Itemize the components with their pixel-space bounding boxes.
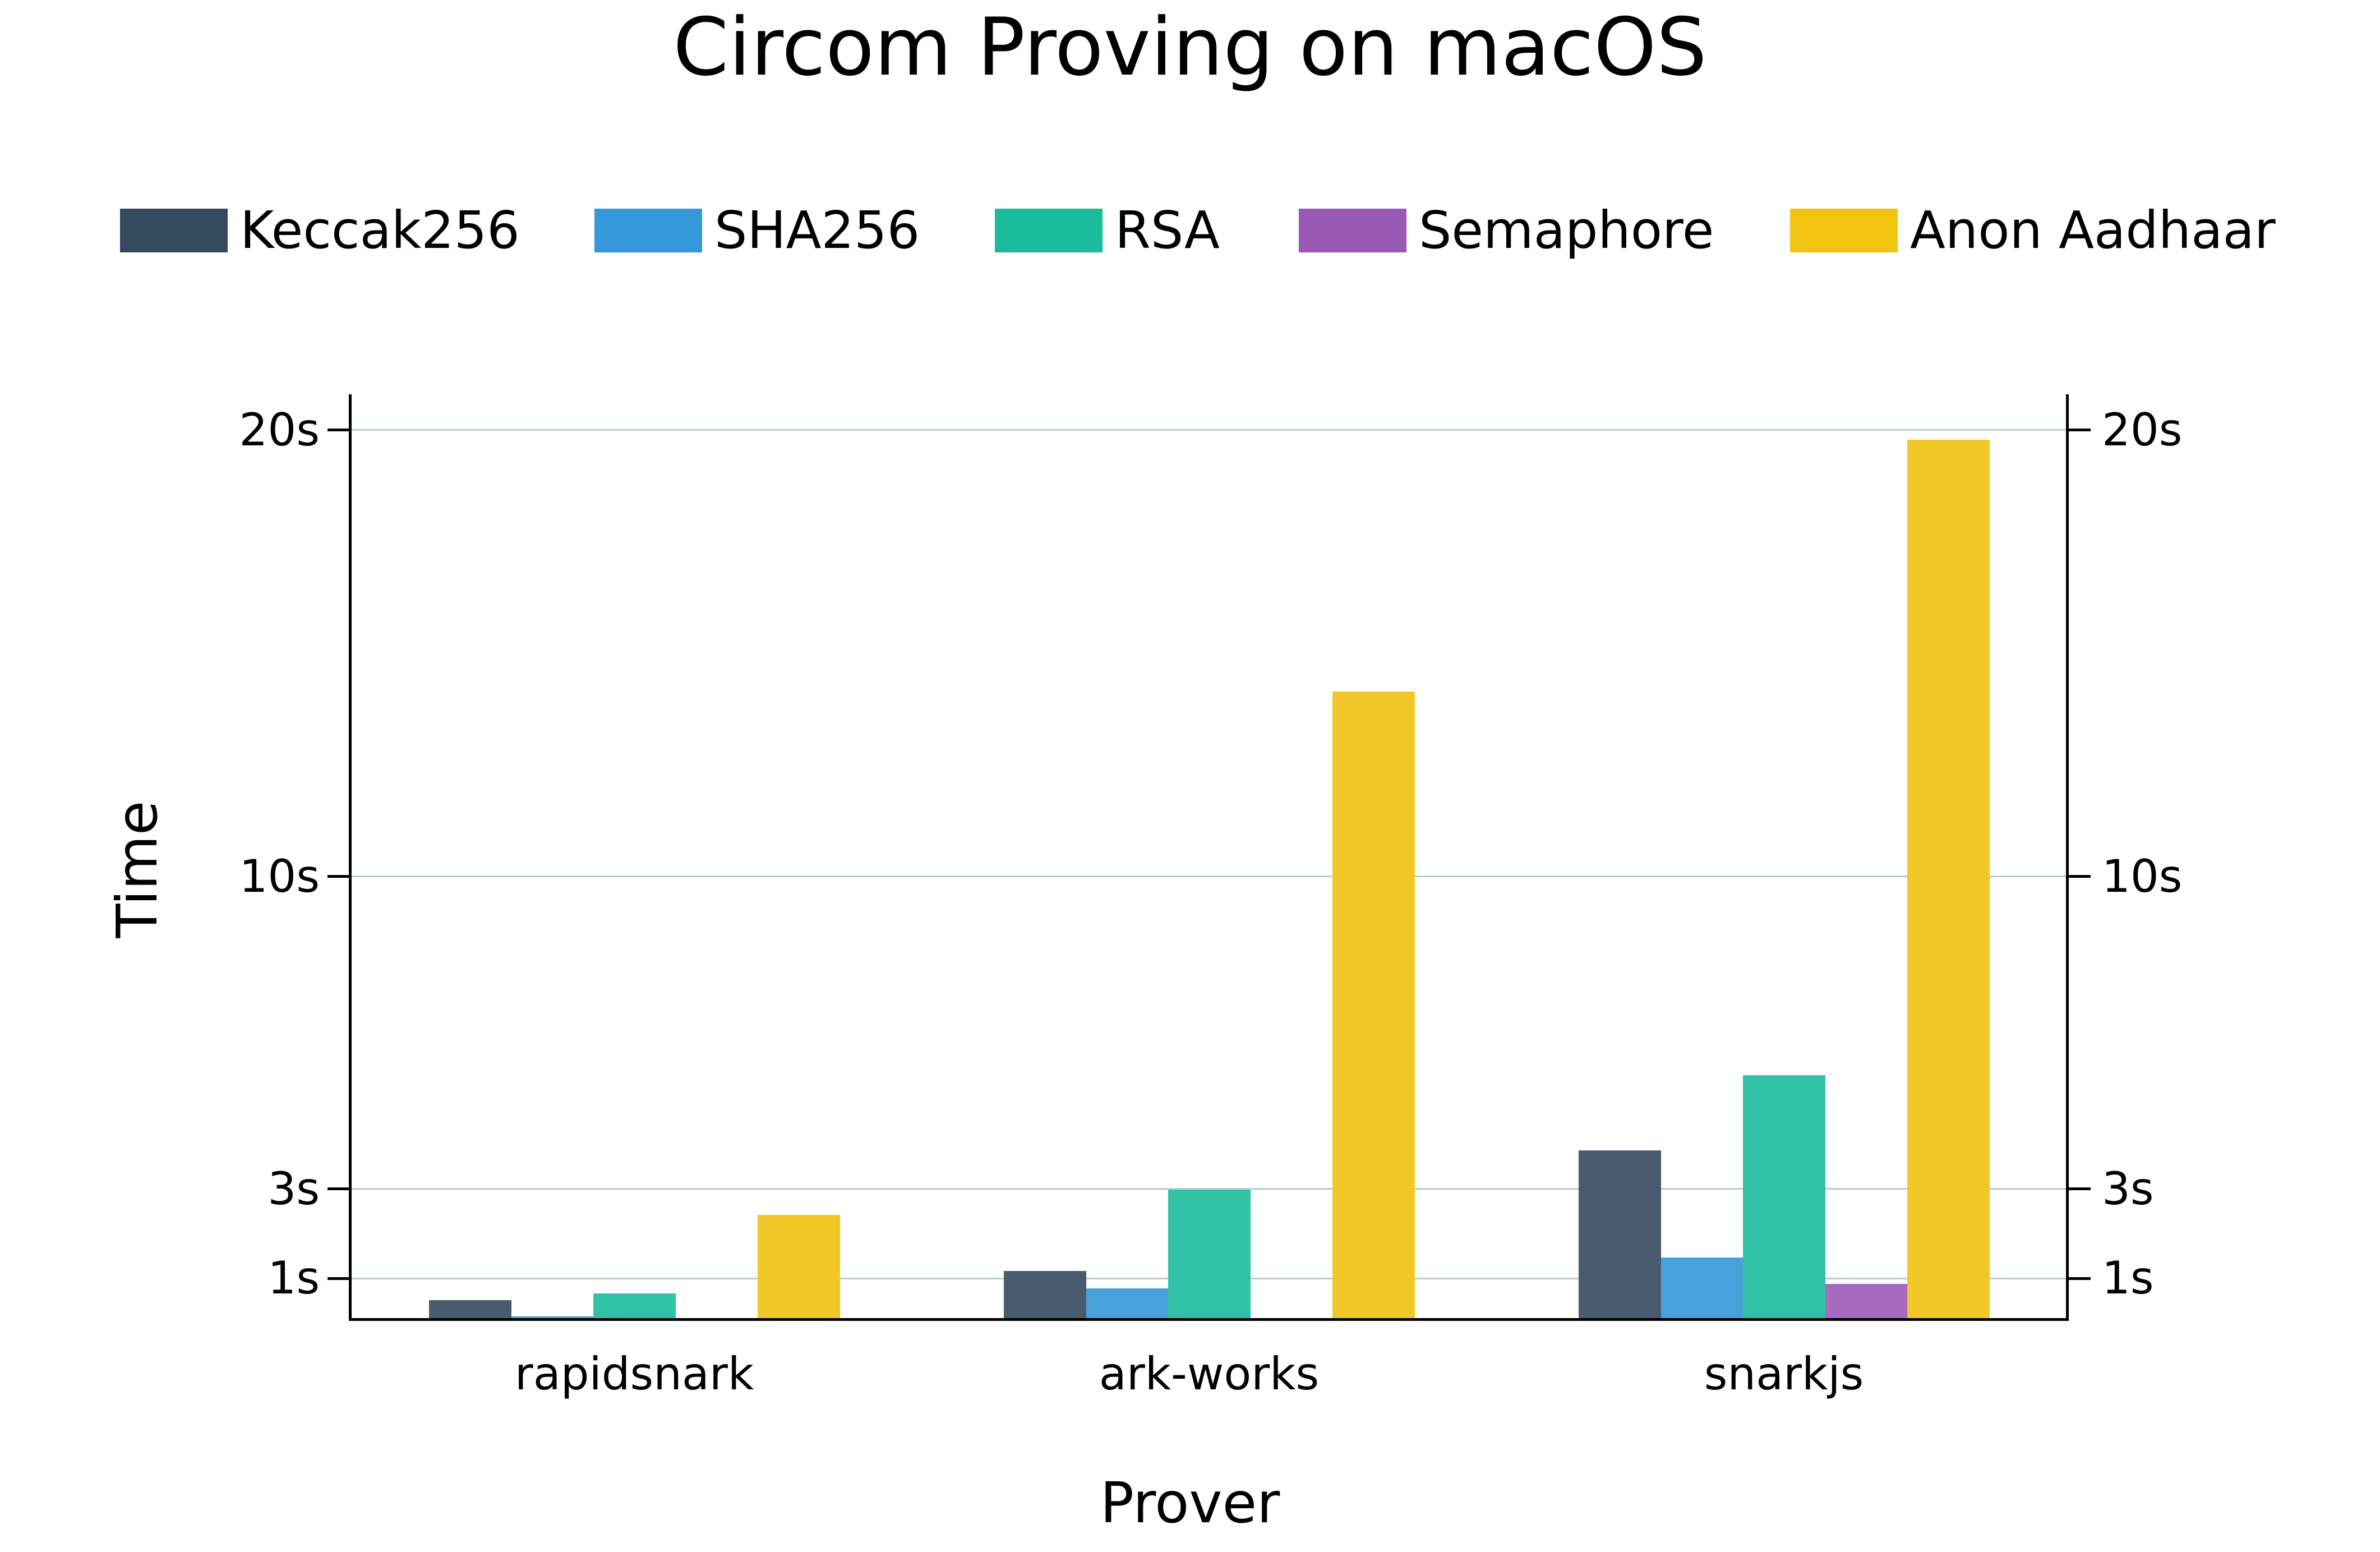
legend-label: Keccak256 <box>240 200 520 260</box>
y-tick-label-left: 20s <box>239 403 320 456</box>
legend-item-rsa: RSA <box>995 200 1220 260</box>
y-tick-mark-left <box>328 875 350 878</box>
bar-rapidsnark-rsa <box>593 1293 676 1319</box>
y-tick-mark-left <box>328 1187 350 1191</box>
legend-swatch-sha256 <box>594 209 702 252</box>
y-tick-label-left: 3s <box>267 1162 320 1215</box>
y-axis-right <box>2066 394 2069 1321</box>
bar-snarkjs-keccak256 <box>1579 1150 1661 1319</box>
bar-snarkjs-semaphore <box>1825 1284 1907 1319</box>
bar-ark-works-keccak256 <box>1004 1271 1086 1319</box>
bar-ark-works-anon-aadhaar <box>1332 692 1415 1319</box>
legend-swatch-semaphore <box>1299 209 1406 252</box>
y-tick-label-right: 10s <box>2102 850 2183 902</box>
y-axis-title: Time <box>104 800 170 938</box>
y-tick-label-right: 1s <box>2102 1252 2154 1304</box>
x-tick-label-snarkjs: snarkjs <box>1704 1348 1864 1400</box>
bar-rapidsnark-anon-aadhaar <box>758 1214 840 1319</box>
bar-ark-works-rsa <box>1168 1190 1251 1319</box>
bar-snarkjs-rsa <box>1743 1075 1825 1319</box>
bar-snarkjs-sha256 <box>1661 1258 1743 1319</box>
legend-item-keccak256: Keccak256 <box>120 200 520 260</box>
y-tick-mark-right <box>2068 1277 2091 1280</box>
y-tick-mark-left <box>328 429 350 432</box>
gridline <box>352 429 2066 431</box>
bar-rapidsnark-keccak256 <box>429 1300 511 1319</box>
legend-item-anon-aadhaar: Anon Aadhaar <box>1790 200 2276 260</box>
x-tick-label-rapidsnark: rapidsnark <box>514 1348 754 1400</box>
bar-ark-works-sha256 <box>1086 1288 1168 1319</box>
legend-item-semaphore: Semaphore <box>1299 200 1714 260</box>
x-axis <box>349 1318 2069 1321</box>
y-tick-label-left: 1s <box>267 1252 320 1304</box>
chart-title: Circom Proving on macOS <box>673 1 1707 94</box>
legend-label: SHA256 <box>714 200 920 260</box>
legend-swatch-rsa <box>995 209 1103 252</box>
legend-item-sha256: SHA256 <box>594 200 920 260</box>
gridline <box>352 876 2066 878</box>
bar-snarkjs-anon-aadhaar <box>1907 440 1990 1319</box>
gridline <box>352 1188 2066 1190</box>
x-axis-title: Prover <box>1100 1470 1280 1536</box>
y-tick-mark-right <box>2068 875 2091 878</box>
y-tick-label-left: 10s <box>239 850 320 902</box>
y-tick-mark-right <box>2068 1187 2091 1191</box>
legend-label: Semaphore <box>1419 200 1714 260</box>
legend-swatch-keccak256 <box>120 209 228 252</box>
y-tick-mark-right <box>2068 429 2091 432</box>
legend-swatch-anon-aadhaar <box>1790 209 1898 252</box>
y-tick-label-right: 3s <box>2102 1162 2154 1215</box>
y-axis-left <box>349 394 352 1321</box>
bar-rapidsnark-sha256 <box>511 1316 593 1319</box>
legend-label: RSA <box>1115 200 1220 260</box>
x-tick-label-ark-works: ark-works <box>1099 1348 1320 1400</box>
y-tick-label-right: 20s <box>2102 403 2183 456</box>
y-tick-mark-left <box>328 1277 350 1280</box>
legend-label: Anon Aadhaar <box>1910 200 2276 260</box>
